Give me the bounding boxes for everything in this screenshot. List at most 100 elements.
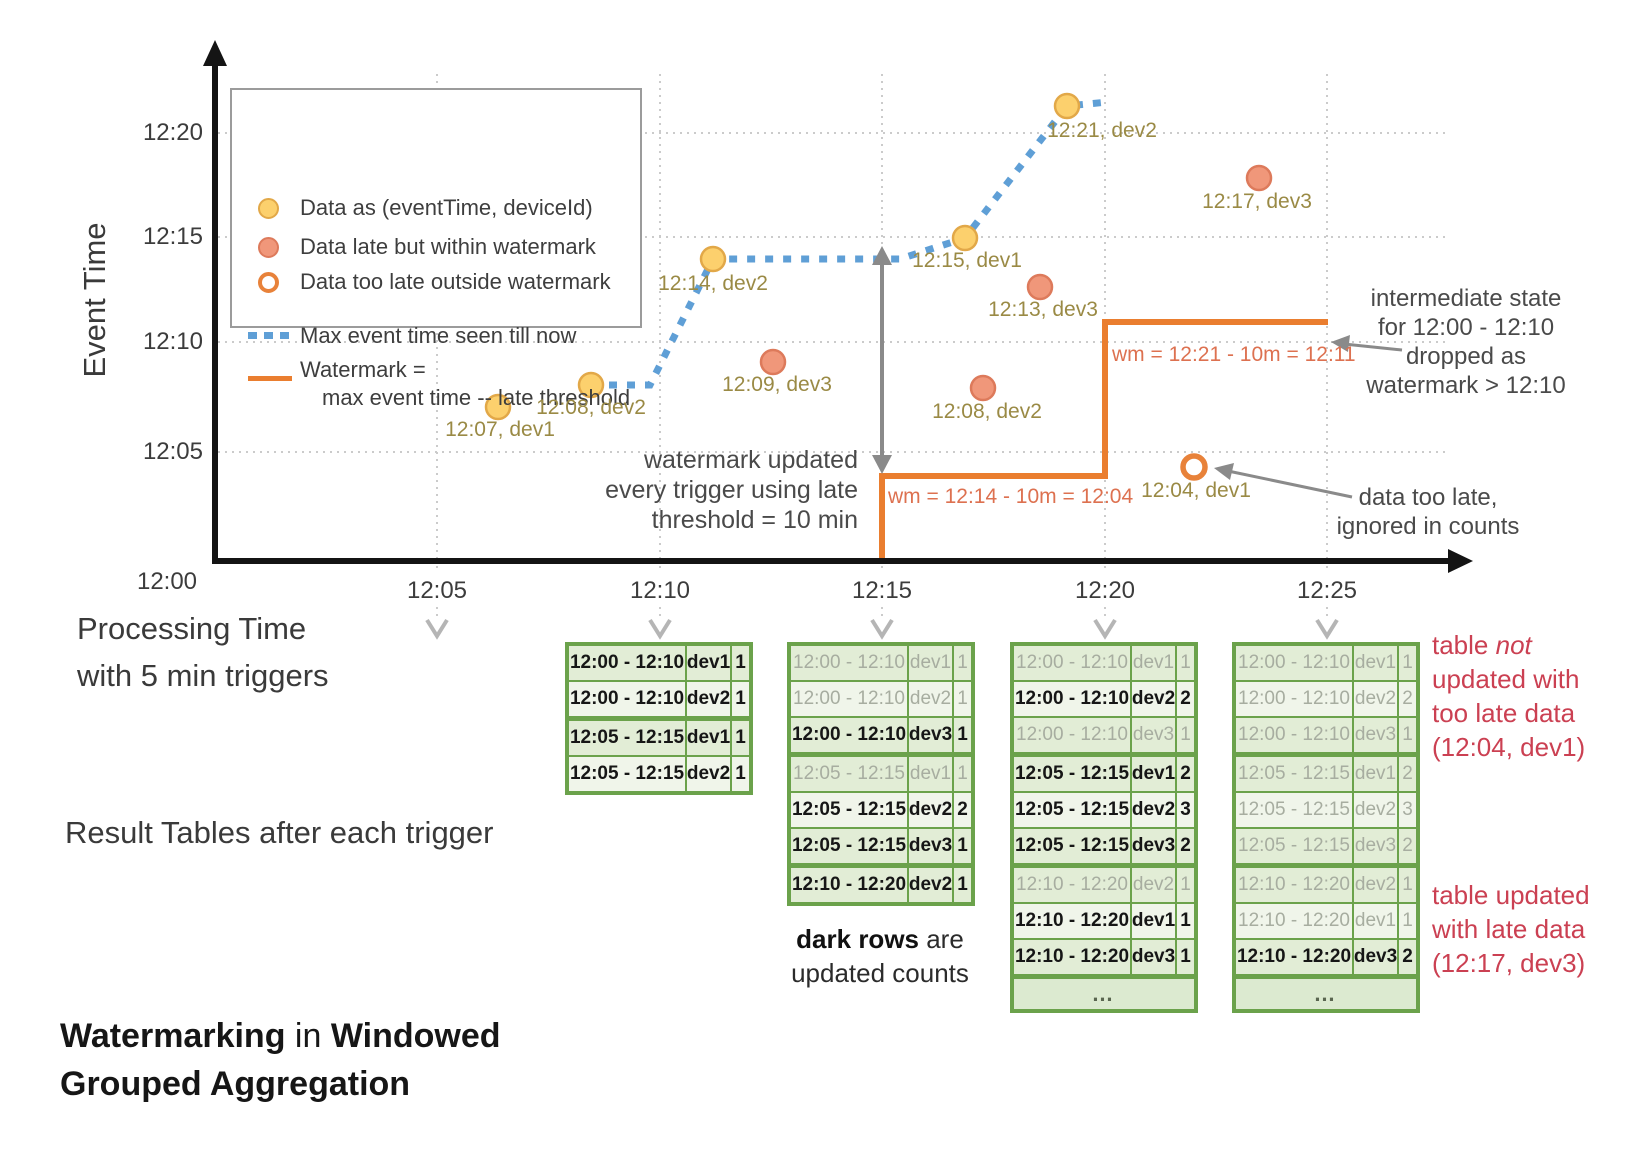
- device-cell: dev1: [687, 646, 730, 680]
- watermark-line-icon: [248, 376, 292, 381]
- table-row: 12:10 - 12:20 dev3 1: [1014, 940, 1194, 974]
- figure-title-line1: Watermarking in Windowed: [60, 1012, 501, 1060]
- watermark-line: [879, 319, 1328, 559]
- table-row: 12:00 - 12:10 dev2 2: [1236, 682, 1416, 716]
- watermark-value-1: wm = 12:14 - 10m = 12:04: [888, 485, 1134, 508]
- table-row: 12:05 - 12:15 dev2 2: [791, 793, 971, 827]
- count-cell: 1: [1399, 904, 1416, 938]
- x-axis-title: Processing Time with 5 min triggers: [77, 605, 329, 699]
- data-point-ontime: [1053, 92, 1081, 120]
- data-point-late: [1245, 164, 1273, 192]
- too-late-arrow: [1227, 469, 1353, 499]
- device-cell: dev1: [1354, 757, 1397, 791]
- count-cell: 2: [954, 793, 971, 827]
- count-cell: 3: [1177, 793, 1194, 827]
- count-cell: 1: [1177, 940, 1194, 974]
- table-updated-note: table updated with late data (12:17, dev…: [1432, 878, 1590, 980]
- table-ellipsis-row: …: [1014, 979, 1194, 1009]
- too-late-arrowhead: [1214, 463, 1234, 480]
- double-arrow-bottom-head: [872, 455, 892, 474]
- note-line: dropped as: [1405, 343, 1527, 370]
- y-axis-title: Event Time: [77, 222, 112, 378]
- device-cell: dev3: [1354, 718, 1397, 752]
- count-cell: 2: [1399, 829, 1416, 863]
- red-note-line: updated with: [1432, 664, 1580, 694]
- count-cell: 1: [954, 682, 971, 716]
- window-cell: 12:00 - 12:10: [1014, 682, 1130, 716]
- count-cell: 1: [1399, 646, 1416, 680]
- x-tick-label: 12:20: [1060, 577, 1150, 605]
- window-cell: 12:00 - 12:10: [569, 682, 685, 716]
- device-cell: dev2: [1132, 793, 1175, 827]
- window-cell: 12:05 - 12:15: [1014, 829, 1130, 863]
- count-cell: 2: [1399, 682, 1416, 716]
- trigger-arrowhead-icon: [425, 618, 449, 640]
- max-event-time-line: [591, 98, 1109, 389]
- count-cell: 1: [954, 718, 971, 752]
- result-tables-caption: Result Tables after each trigger: [65, 815, 494, 850]
- table-row: 12:05 - 12:15 dev2 3: [1236, 793, 1416, 827]
- table-row: 12:05 - 12:15 dev2 1: [569, 757, 749, 791]
- intermediate-state-arrowhead: [1331, 335, 1350, 352]
- table-row: 12:05 - 12:15 dev3 2: [1236, 829, 1416, 863]
- window-cell: 12:05 - 12:15: [791, 829, 907, 863]
- device-cell: dev2: [1132, 682, 1175, 716]
- window-cell: 12:00 - 12:10: [791, 718, 907, 752]
- device-cell: dev3: [1132, 940, 1175, 974]
- table-row: 12:00 - 12:10 dev2 1: [791, 682, 971, 716]
- count-cell: 2: [1177, 757, 1194, 791]
- device-cell: dev3: [909, 718, 952, 752]
- trigger-arrowhead-icon: [1315, 618, 1339, 640]
- red-note-line: (12:04, dev1): [1432, 732, 1586, 762]
- count-cell: 1: [1177, 868, 1194, 902]
- device-cell: dev2: [909, 793, 952, 827]
- data-point-late: [1026, 273, 1054, 301]
- result-table-4: 12:00 - 12:10 dev1 1 12:00 - 12:10 dev2 2 12:0…: [1232, 642, 1420, 1013]
- trigger-arrowhead-icon: [648, 618, 672, 640]
- result-table-1: 12:00 - 12:10 dev1 1 12:00 - 12:10 dev2 1 12:0…: [565, 642, 753, 795]
- y-axis-arrowhead: [203, 40, 227, 66]
- dark-rows-bold: dark rows: [796, 924, 919, 954]
- ellipsis-cell: …: [1236, 979, 1416, 1009]
- window-cell: 12:00 - 12:10: [1236, 646, 1352, 680]
- window-cell: 12:05 - 12:15: [791, 757, 907, 791]
- table-not-updated-note: table not updated with too late data (12…: [1432, 628, 1585, 764]
- window-cell: 12:05 - 12:15: [569, 757, 685, 791]
- device-cell: dev1: [1132, 646, 1175, 680]
- double-arrow-top-head: [872, 246, 892, 265]
- y-tick-label: 12:05: [142, 438, 203, 465]
- window-cell: 12:00 - 12:10: [1014, 646, 1130, 680]
- red-note-line: with late data: [1432, 914, 1586, 944]
- legend-label-max-event: Max event time seen till now: [300, 323, 577, 348]
- device-cell: dev2: [1132, 868, 1175, 902]
- table-row: 12:10 - 12:20 dev2 1: [1014, 868, 1194, 902]
- toolate-dot-icon: [258, 272, 279, 293]
- device-cell: dev2: [687, 682, 730, 716]
- max-event-line-icon: [248, 332, 292, 339]
- red-note-pre: table: [1432, 630, 1496, 660]
- device-cell: dev2: [1354, 868, 1397, 902]
- count-cell: 1: [1399, 868, 1416, 902]
- legend-label-ontime: Data as (eventTime, deviceId): [300, 195, 593, 220]
- legend: Data as (eventTime, deviceId) Data late …: [230, 88, 642, 410]
- note-line: ignored in counts: [1336, 513, 1520, 540]
- late-dot-icon: [258, 237, 279, 258]
- device-cell: dev3: [1354, 829, 1397, 863]
- red-note-line: (12:17, dev3): [1432, 948, 1586, 978]
- data-point-ontime: [484, 393, 512, 421]
- x-tick-label: 12:05: [392, 577, 482, 605]
- red-note-line: too late data: [1432, 698, 1576, 728]
- table-row: 12:05 - 12:15 dev1 1: [569, 721, 749, 755]
- table-ellipsis-row: …: [1236, 979, 1416, 1009]
- result-table-3: 12:00 - 12:10 dev1 1 12:00 - 12:10 dev2 2 12:0…: [1010, 642, 1198, 1013]
- table-row: 12:05 - 12:15 dev3 2: [1014, 829, 1194, 863]
- note-line: threshold = 10 min: [651, 506, 858, 534]
- table-row: 12:10 - 12:20 dev3 2: [1236, 940, 1416, 974]
- device-cell: dev3: [1132, 718, 1175, 752]
- red-note-italic: not: [1495, 630, 1532, 660]
- table-row: 12:10 - 12:20 dev2 1: [1236, 868, 1416, 902]
- intermediate-state-note: intermediate state for 12:00 - 12:10 dro…: [1346, 284, 1586, 400]
- window-cell: 12:00 - 12:10: [791, 646, 907, 680]
- device-cell: dev1: [909, 757, 952, 791]
